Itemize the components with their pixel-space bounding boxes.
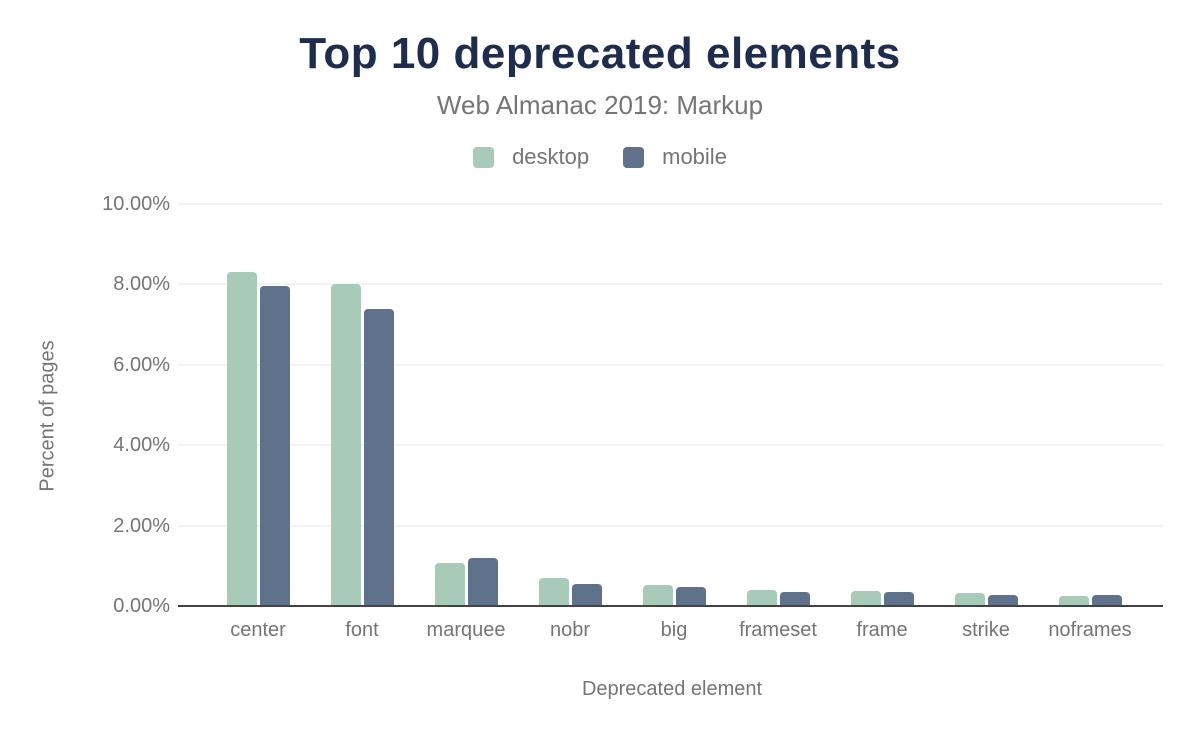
bar-mobile-frameset [779,591,810,606]
bar-desktop-frame [850,590,881,606]
legend-label-mobile: mobile [662,144,727,169]
x-label-nobr: nobr [549,619,591,641]
bar-mobile-noframes [1091,595,1122,606]
bar-mobile-marquee [467,557,498,606]
bar-mobile-font [363,309,394,606]
bar-mobile-strike [987,595,1018,606]
x-label-frameset: frameset [739,619,817,641]
gridline-8pct [178,283,1163,286]
y-tick-label-4pct: 4.00% [113,434,170,457]
bar-desktop-strike [954,592,985,606]
chart-subtitle: Web Almanac 2019: Markup [436,90,764,120]
chart-title: Top 10 deprecated elements [299,29,901,78]
bar-desktop-font [330,284,361,606]
y-tick-label-2pct: 2.00% [113,514,170,537]
desktop-swatch-icon [473,146,495,168]
bar-mobile-frame [883,591,914,606]
y-tick-label-0pct: 0.00% [113,595,170,617]
legend-label-desktop: desktop [512,144,590,169]
y-tick-label-8pct: 8.00% [113,273,170,296]
x-label-strike: strike [962,619,1010,641]
bar-mobile-nobr [571,583,602,606]
y-tick-label-10pct: 10.00% [102,193,170,215]
x-label-noframes: noframes [1048,619,1132,641]
plot-area [178,203,1163,606]
legend-item-mobile: mobile [623,144,727,170]
bar-desktop-noframes [1058,595,1089,606]
bar-desktop-nobr [538,577,569,606]
x-axis-baseline [178,605,1163,607]
bar-desktop-center [226,271,257,606]
x-label-frame: frame [856,619,908,641]
x-label-marquee: marquee [426,619,506,641]
y-tick-label-6pct: 6.00% [113,353,170,376]
bar-desktop-frameset [746,590,777,606]
bar-mobile-center [259,286,290,606]
bar-desktop-big [642,584,673,606]
gridline-4pct [178,444,1163,447]
mobile-swatch-icon [623,146,645,168]
x-axis-title: Deprecated element [581,678,763,700]
x-label-font: font [345,619,379,641]
gridline-2pct [178,524,1163,527]
gridline-6pct [178,363,1163,366]
x-label-big: big [660,619,688,641]
chart-legend: desktop mobile [0,144,1200,170]
gridline-10pct [178,203,1163,205]
bar-desktop-marquee [434,563,465,606]
x-label-center: center [230,619,286,641]
bar-mobile-big [675,587,706,606]
legend-item-desktop: desktop [473,144,589,170]
